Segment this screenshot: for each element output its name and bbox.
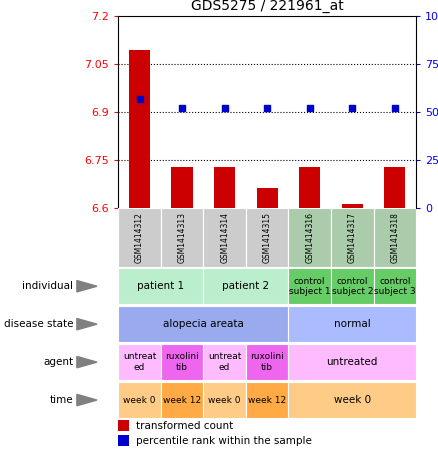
Bar	[246, 344, 289, 380]
Bar	[161, 344, 203, 380]
Bar	[161, 382, 203, 418]
Bar	[118, 269, 203, 304]
Bar	[161, 208, 203, 267]
Polygon shape	[77, 357, 97, 368]
Point	[264, 105, 271, 112]
Text: disease state: disease state	[4, 319, 73, 329]
Text: GSM1414317: GSM1414317	[348, 212, 357, 263]
Point	[136, 95, 143, 102]
Text: control
subject 3: control subject 3	[374, 276, 416, 296]
Text: GSM1414318: GSM1414318	[390, 212, 399, 263]
Text: GSM1414312: GSM1414312	[135, 212, 144, 263]
Text: untreated: untreated	[327, 357, 378, 367]
Point	[391, 105, 398, 112]
Polygon shape	[77, 395, 97, 406]
Bar	[118, 344, 161, 380]
Text: transformed count: transformed count	[136, 421, 233, 431]
Point	[221, 105, 228, 112]
Text: patient 2: patient 2	[223, 281, 269, 291]
Bar	[331, 269, 374, 304]
Text: week 0: week 0	[123, 395, 156, 405]
Bar	[203, 382, 246, 418]
Text: week 12: week 12	[248, 395, 286, 405]
Text: alopecia areata: alopecia areata	[163, 319, 244, 329]
Text: GSM1414313: GSM1414313	[177, 212, 187, 263]
Text: control
subject 2: control subject 2	[332, 276, 373, 296]
Bar	[246, 382, 289, 418]
Bar	[384, 167, 406, 208]
Bar	[257, 188, 278, 208]
Text: week 12: week 12	[163, 395, 201, 405]
Text: percentile rank within the sample: percentile rank within the sample	[136, 435, 312, 445]
Bar	[289, 344, 416, 380]
Bar	[374, 269, 416, 304]
Bar	[171, 167, 193, 208]
Text: ruxolini
tib: ruxolini tib	[250, 352, 284, 372]
Bar	[118, 382, 161, 418]
Polygon shape	[77, 280, 97, 292]
Point	[306, 105, 313, 112]
Bar	[289, 208, 331, 267]
Bar	[374, 208, 416, 267]
Text: week 0: week 0	[208, 395, 241, 405]
Bar	[342, 203, 363, 208]
Text: normal: normal	[334, 319, 371, 329]
Text: week 0: week 0	[334, 395, 371, 405]
Bar	[289, 306, 416, 342]
Text: ruxolini
tib: ruxolini tib	[165, 352, 199, 372]
Text: GSM1414314: GSM1414314	[220, 212, 229, 263]
Bar	[118, 208, 161, 267]
Text: control
subject 1: control subject 1	[289, 276, 331, 296]
Bar	[118, 435, 129, 446]
Polygon shape	[77, 318, 97, 330]
Bar	[214, 167, 235, 208]
Bar	[299, 167, 320, 208]
Bar	[203, 208, 246, 267]
Point	[349, 105, 356, 112]
Text: untreat
ed: untreat ed	[208, 352, 241, 372]
Point	[179, 105, 186, 112]
Bar	[289, 269, 331, 304]
Bar	[331, 208, 374, 267]
Text: individual: individual	[22, 281, 73, 291]
Text: untreat
ed: untreat ed	[123, 352, 156, 372]
Text: patient 1: patient 1	[137, 281, 184, 291]
Bar	[203, 269, 289, 304]
Title: GDS5275 / 221961_at: GDS5275 / 221961_at	[191, 0, 343, 14]
Text: GSM1414316: GSM1414316	[305, 212, 314, 263]
Text: agent: agent	[43, 357, 73, 367]
Bar	[289, 382, 416, 418]
Bar	[118, 420, 129, 431]
Bar	[129, 49, 150, 208]
Bar	[118, 306, 289, 342]
Text: GSM1414315: GSM1414315	[263, 212, 272, 263]
Bar	[246, 208, 289, 267]
Text: time: time	[49, 395, 73, 405]
Bar	[203, 344, 246, 380]
